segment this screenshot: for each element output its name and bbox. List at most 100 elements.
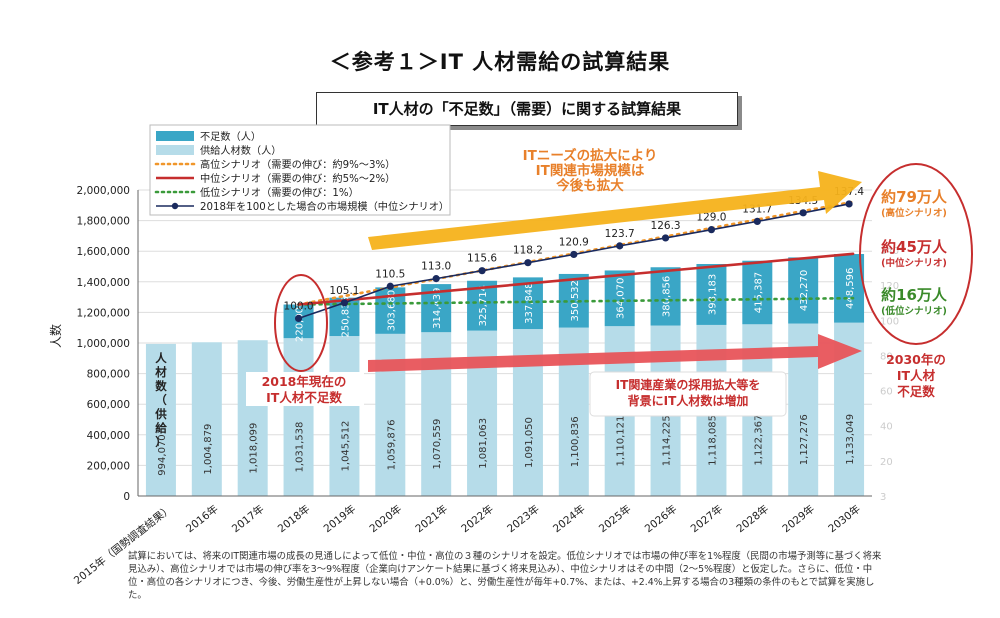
supply-value-label: 1,133,049 <box>845 414 856 465</box>
x-tick-label: 2029年 <box>780 502 817 535</box>
supply-vertical-char: 材 <box>155 365 167 379</box>
orange-growth-arrow <box>368 171 862 250</box>
supply-vertical-char: 給 <box>155 421 167 435</box>
legend-label: 高位シナリオ（需要の伸び：約9%～3%） <box>200 158 395 171</box>
low-sub-label: (低位シナリオ) <box>881 305 947 317</box>
shortage-value-label: 364,070 <box>616 278 627 319</box>
y2-tick-label: 120 <box>880 281 899 292</box>
market-point <box>845 200 853 208</box>
y2-tick-label: 80 <box>880 351 893 362</box>
supply-value-label: 1,118,085 <box>707 415 718 466</box>
market-point <box>570 250 578 259</box>
legend: 不足数（人）供給人材数（人）高位シナリオ（需要の伸び：約9%～3%）中位シナリオ… <box>149 124 451 216</box>
shortage-value-label: 303,680 <box>386 290 397 331</box>
shortage-value-label: 432,270 <box>799 270 810 311</box>
y-tick-label: 1,200,000 <box>77 307 130 319</box>
supply-value-label: 1,004,879 <box>203 424 214 475</box>
market-value-label: 123.7 <box>605 228 635 240</box>
market-point <box>753 217 761 225</box>
y-tick-label: 400,000 <box>87 430 130 442</box>
supply-vertical-char: （ <box>155 393 167 407</box>
page-title: ＜参考１＞IT 人材需給の試算結果 <box>329 50 671 74</box>
market-point <box>294 314 303 322</box>
market-point <box>707 226 716 234</box>
supply-value-label: 1,114,225 <box>662 415 673 466</box>
supply-value-label: 1,031,538 <box>295 422 306 473</box>
mid-total-label: 約45万人 <box>881 238 948 256</box>
supply-vertical-char: 人 <box>155 351 167 365</box>
mid-scenario-line <box>297 252 855 306</box>
supply-vertical-char: ） <box>155 435 167 449</box>
market-point <box>799 209 807 217</box>
market-value-label: 113.0 <box>421 261 451 273</box>
y-tick-label: 600,000 <box>87 399 130 411</box>
shortage-value-label: 398,183 <box>707 274 718 315</box>
low-total-label: 約16万人 <box>881 286 948 304</box>
supply-value-label: 1,059,876 <box>386 419 397 470</box>
market-value-label: 126.3 <box>651 220 681 232</box>
x-tick-label: 2019年 <box>321 502 358 535</box>
supply-value-label: 1,091,050 <box>524 417 535 468</box>
x-tick-label: 2025年 <box>596 502 633 535</box>
market-point <box>386 282 394 290</box>
footnote: 試算においては、将来のIT関連市場の成長の見通しによって低位・中位・高位の３種の… <box>128 551 882 601</box>
supply-bar <box>512 329 543 496</box>
supply-value-label: 1,100,836 <box>570 416 581 467</box>
shortage-value-label: 337,848 <box>524 283 535 324</box>
shortage-2018-bg <box>246 372 364 406</box>
x-tick-label: 2023年 <box>504 502 541 535</box>
supply-bar <box>145 343 176 496</box>
supply-value-label: 1,070,559 <box>432 419 443 470</box>
shortage-2030-circle <box>859 163 973 345</box>
shortage-2018-label: 2018年現在の IT人材不足数 <box>262 374 347 405</box>
shortage-value-label: 448,596 <box>845 268 856 309</box>
supply-value-label: 1,018,099 <box>249 423 260 474</box>
supply-bar <box>558 327 589 496</box>
shortage-value-label: 415,387 <box>753 272 764 313</box>
market-point <box>478 267 486 275</box>
shortage-bar <box>742 260 773 325</box>
market-value-label: 105.1 <box>329 285 359 297</box>
legend-marker <box>171 202 179 210</box>
y2-tick-label: 40 <box>880 422 893 433</box>
legend-box <box>149 124 451 216</box>
shortage-value-label: 350,532 <box>570 280 581 321</box>
y-tick-label: 1,800,000 <box>77 216 130 228</box>
shortage-2030-label: 2030年の IT人材不足数 <box>886 352 946 399</box>
x-tick-label: 2016年 <box>183 502 220 535</box>
market-point <box>524 259 532 267</box>
supply-bar <box>421 332 452 496</box>
y2-tick-label: 3 <box>880 492 886 503</box>
supply-bar <box>237 340 268 496</box>
y-tick-label: 1,600,000 <box>77 246 130 258</box>
x-tick-label: 2027年 <box>688 502 725 535</box>
supply-bar <box>329 336 360 496</box>
x-tick-label: 2030年 <box>826 502 863 535</box>
x-tick-label: 2021年 <box>413 502 450 535</box>
high-total-label: 約79万人 <box>881 188 948 206</box>
market-point <box>661 234 670 242</box>
market-value-label: 100.0 <box>284 300 314 312</box>
x-tick-label: 2024年 <box>550 502 587 535</box>
shortage-bar <box>834 254 865 323</box>
y-tick-label: 1,000,000 <box>77 338 130 350</box>
market-point <box>340 299 349 307</box>
shortage-bar <box>604 270 635 327</box>
y2-tick-label: 20 <box>880 457 893 468</box>
legend-swatch <box>156 131 194 141</box>
x-tick-label: 2026年 <box>642 502 679 535</box>
shortage-value-label: 314,439 <box>432 287 443 328</box>
x-tick-label: 2022年 <box>459 502 496 535</box>
market-point <box>432 275 440 283</box>
x-tick-label: 2028年 <box>734 502 771 535</box>
x-tick-label: 2018年 <box>275 502 312 535</box>
market-value-label: 120.9 <box>559 236 589 248</box>
chart-subtitle: IT人材の「不足数」（需要）に関する試算結果 <box>372 100 682 118</box>
y-tick-label: 200,000 <box>87 460 130 472</box>
market-value-label: 118.2 <box>513 245 543 257</box>
mid-sub-label: (中位シナリオ) <box>881 257 947 269</box>
y-tick-label: 800,000 <box>87 369 130 381</box>
supply-vertical-label: 人材数（供給） <box>154 351 167 449</box>
market-value-label: 129.0 <box>696 212 726 224</box>
